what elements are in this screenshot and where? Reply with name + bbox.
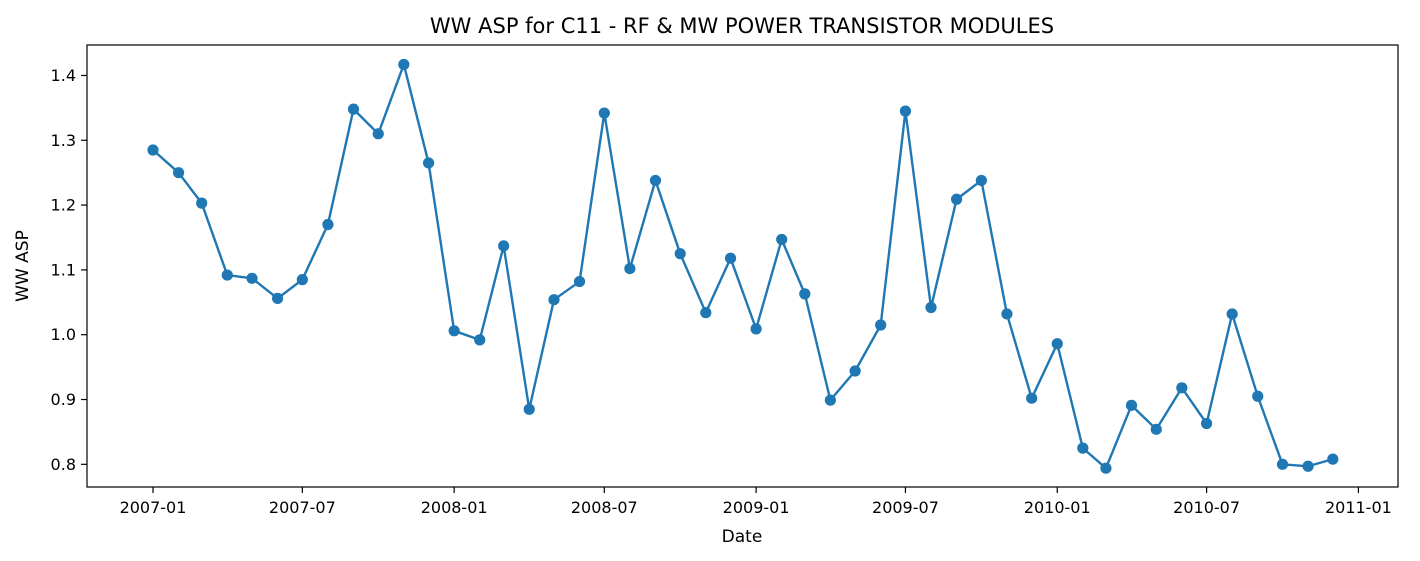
data-point [750,323,762,335]
data-point [700,307,712,319]
chart-title: WW ASP for C11 - RF & MW POWER TRANSISTO… [430,14,1054,38]
data-point [724,252,737,264]
x-axis: 2007-01 2007-07 2008-01 2008-07 2009-01 2009-… [120,487,1392,517]
y-tick-label: 1.4 [51,66,76,85]
data-point [196,197,208,209]
data-point [1302,460,1314,472]
data-point [523,403,535,415]
y-tick-label: 1.3 [51,131,76,150]
data-point [624,262,636,275]
data-point [899,105,912,117]
data-point [322,218,334,231]
data-point [573,275,586,288]
series-layer [147,58,1339,474]
y-axis-label: WW ASP [13,230,33,302]
data-point [1001,308,1013,320]
data-point [246,272,258,284]
y-tick-label: 0.9 [51,390,76,409]
data-point [824,394,836,406]
data-point [448,325,460,337]
data-point [422,157,435,169]
data-point [296,274,308,286]
x-tick-label: 2009-01 [723,498,790,517]
data-point [849,365,861,377]
data-point [1276,458,1289,470]
data-point [951,193,963,205]
data-point [172,167,185,179]
data-point [147,144,159,156]
data-point [1226,308,1238,320]
data-point [925,301,937,314]
y-tick-label: 1.1 [51,260,76,279]
y-tick-label: 0.8 [51,455,76,474]
x-tick-label: 2009-07 [872,498,939,517]
data-point [649,174,662,187]
data-point [372,128,384,140]
x-axis-label: Date [722,527,763,547]
x-tick-label: 2010-01 [1024,498,1091,517]
data-point [1100,462,1112,474]
series-line [152,63,1334,470]
data-point [674,248,686,260]
data-point [1077,442,1089,454]
x-tick-label: 2008-07 [571,498,638,517]
y-tick-label: 1.2 [51,196,76,215]
y-axis: 0.8 0.9 1.0 1.1 1.2 1.3 1.4 [51,66,87,474]
data-point [1051,338,1063,350]
x-tick-label: 2008-01 [421,498,488,517]
data-point [1176,382,1188,394]
plot-frame [86,44,1399,488]
data-point [1125,399,1138,411]
data-point [598,107,610,119]
data-point [799,288,811,300]
y-tick-label: 1.0 [51,325,76,344]
x-tick-label: 2011-01 [1325,498,1392,517]
data-point [271,292,284,304]
data-point [498,240,510,252]
data-point [1026,392,1038,404]
data-point [1200,417,1213,430]
data-point [221,269,233,281]
data-point [474,334,486,346]
x-tick-label: 2007-01 [120,498,187,517]
data-point [776,233,788,246]
data-point [347,103,360,115]
data-point [1327,453,1339,465]
x-tick-label: 2010-07 [1173,498,1240,517]
data-point [1252,390,1264,402]
data-point [398,58,410,71]
data-point [975,174,987,187]
data-point [548,294,560,306]
data-point [875,319,887,331]
x-tick-label: 2007-07 [269,498,336,517]
data-point [1150,423,1162,435]
